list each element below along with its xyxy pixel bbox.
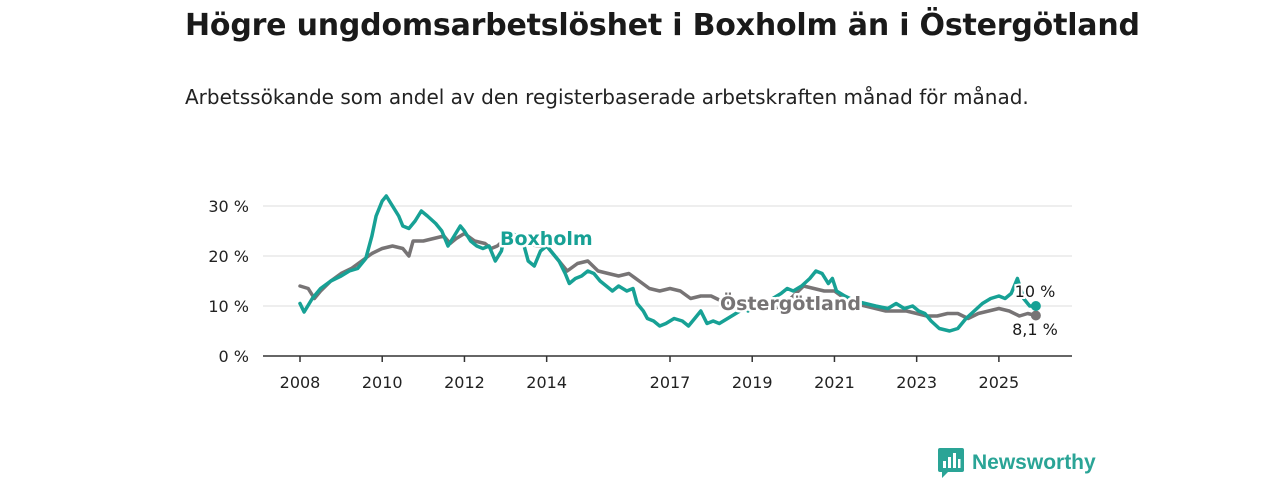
series-layer bbox=[298, 194, 1041, 333]
x-tick-label: 2008 bbox=[280, 373, 321, 392]
y-tick-label: 30 % bbox=[208, 197, 249, 216]
newsworthy-logo: Newsworthy bbox=[938, 448, 1096, 478]
series-label-ostergotland: Östergötland bbox=[720, 291, 861, 315]
end-label-boxholm: 10 % bbox=[1015, 282, 1056, 301]
series-end-dot-boxholm bbox=[1030, 301, 1041, 311]
end-label-ostergotland: 8,1 % bbox=[1012, 320, 1058, 339]
axis-layer: 0 % 10 % 20 % 30 % 2008 2010 2012 2014 2017 2019 2… bbox=[208, 197, 1072, 392]
series-line-boxholm bbox=[298, 194, 1038, 333]
brand-name: Newsworthy bbox=[972, 451, 1096, 474]
chart-bubble-icon bbox=[938, 448, 964, 478]
x-tick-label: 2017 bbox=[650, 373, 691, 392]
y-tick-label: 0 % bbox=[219, 347, 249, 366]
series-label-boxholm: Boxholm bbox=[500, 228, 593, 250]
chart-subtitle: Arbetssökande som andel av den registerb… bbox=[185, 85, 1029, 109]
y-tick-label: 20 % bbox=[208, 247, 249, 266]
x-tick-label: 2025 bbox=[979, 373, 1020, 392]
x-tick-label: 2010 bbox=[362, 373, 403, 392]
grid-layer bbox=[263, 205, 1072, 307]
x-tick-label: 2012 bbox=[444, 373, 485, 392]
x-tick-label: 2023 bbox=[896, 373, 937, 392]
series-line-ostergotland bbox=[298, 231, 1038, 321]
chart-title: Högre ungdomsarbetslöshet i Boxholm än i… bbox=[185, 8, 1140, 43]
x-tick-label: 2019 bbox=[732, 373, 773, 392]
x-tick-label: 2014 bbox=[526, 373, 567, 392]
series-end-dot-ostergotland bbox=[1030, 310, 1041, 321]
label-layer: Boxholm Östergötland 10 % 8,1 % bbox=[498, 226, 1060, 342]
x-tick-label: 2021 bbox=[814, 373, 855, 392]
y-tick-label: 10 % bbox=[208, 297, 249, 316]
